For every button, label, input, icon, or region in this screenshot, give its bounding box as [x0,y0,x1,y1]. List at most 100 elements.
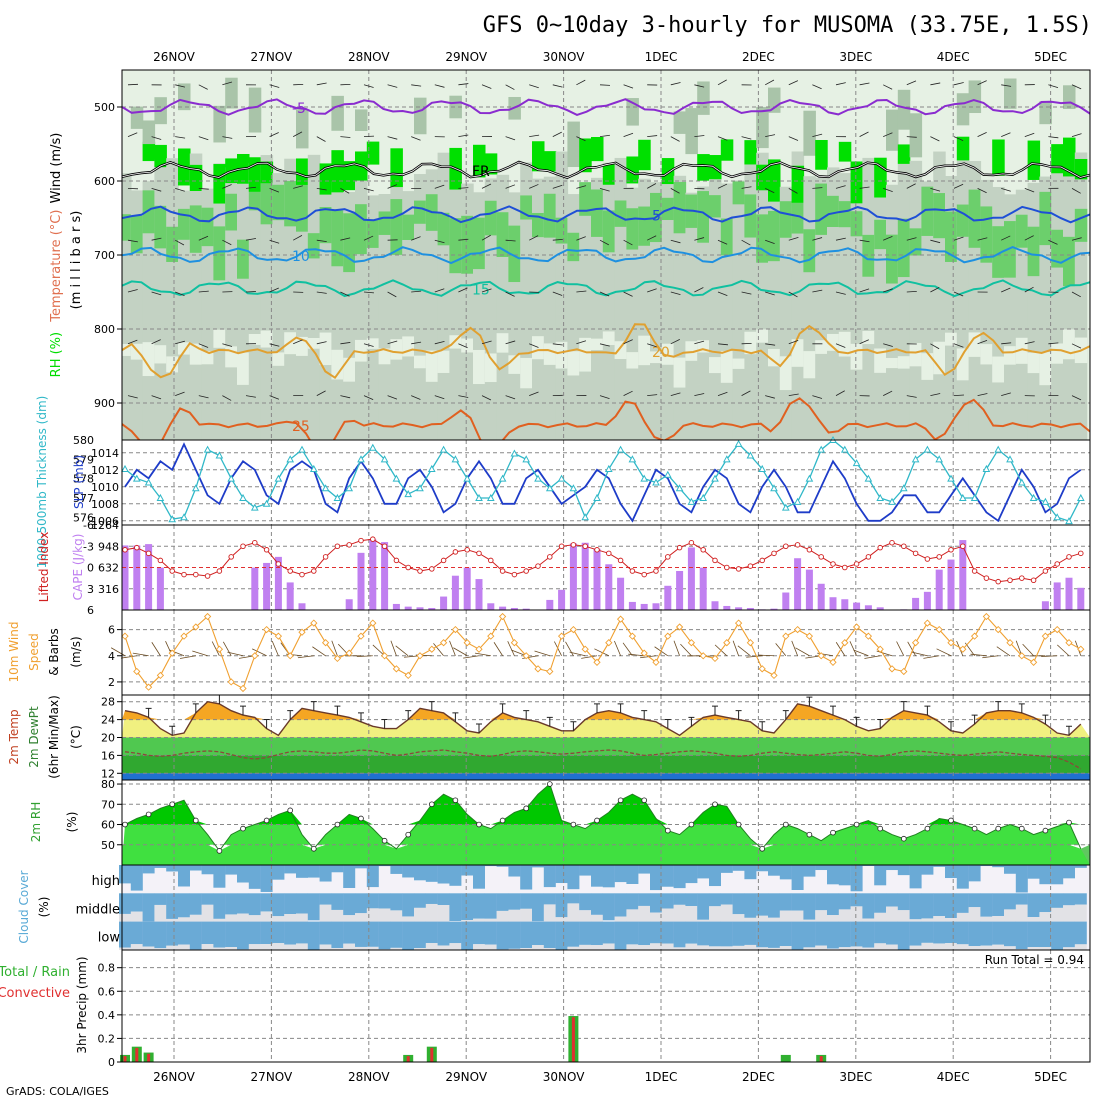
cloud-gap [473,944,485,950]
cape-bar [1054,582,1061,610]
rh-band [355,109,368,131]
rh-band [780,201,793,238]
lifted-index-point [689,540,694,545]
cloud-block [331,865,343,872]
rh-band [544,343,557,364]
lifted-index-point [831,562,836,567]
cloud-block [131,893,143,911]
cloud-block [402,922,414,950]
cape-tick-label: 632 [98,562,119,575]
cloud-block [650,922,662,944]
cape-bar [558,590,565,610]
tick-label: 4 [108,650,115,663]
cloud-block [461,865,473,876]
cloud-block [615,922,627,950]
cloud-gap [638,945,650,950]
lifted-index-point [548,555,553,560]
cloud-block [874,865,886,885]
cape-bar [605,564,612,610]
cloud-block [792,922,804,950]
tick-label: 2 [108,676,115,689]
lifted-index-point [217,569,222,574]
cloud-gap [178,917,190,921]
cloud-gap [520,909,532,922]
rh-band [815,140,828,170]
cloud-block [1028,893,1040,917]
rh-band [815,340,828,354]
cloud-block [697,922,709,946]
rh-point [500,818,505,823]
cloud-gap [355,947,367,950]
rh-band [237,352,250,384]
rh-point [783,822,788,827]
lifted-index-point [382,544,387,549]
tick-label: 16 [101,749,115,762]
cloud-gap [178,945,190,950]
rh-band [1016,215,1029,248]
rh-band [957,93,970,125]
cloud-gap [910,946,922,950]
cloud-gap [910,919,922,921]
cloud-block [426,865,438,882]
top-date-label: 30NOV [543,50,585,64]
rh-band [237,240,250,279]
cloud-block [910,865,922,888]
cloud-block [284,922,296,945]
lifted-index-point [335,544,340,549]
cloud-gap [851,906,863,921]
lifted-index-point [1031,578,1036,583]
lifted-index-point [323,555,328,560]
rh-band [685,108,698,154]
upper-air-ylabel: RH (%) Temperature (°C) Wind (m/s) [49,133,64,378]
lifted-index-point [312,569,317,574]
lifted-index-point [878,545,883,550]
cloud-gap [697,945,709,949]
cloud-gap [827,915,839,921]
cloud-block [839,922,851,948]
cloud-block [296,865,308,878]
lifted-index-point [736,567,741,572]
cloud-block [544,865,556,887]
cloud-block [685,893,697,906]
cloud-block [591,922,603,945]
cloud-gap [1016,905,1028,922]
rh-band [709,357,722,373]
cloud-gap [320,905,332,922]
lifted-index-point [854,562,859,567]
cloud-block [225,893,237,914]
cloud-block [390,922,402,948]
cloud-block [272,922,284,944]
rh-band [1028,141,1041,180]
rh-point [713,802,718,807]
cloud-gap [945,918,957,922]
rh-band [615,158,628,440]
rh-band [1039,192,1052,245]
cloud-block [119,922,131,948]
cloud-block [213,922,225,948]
cloud-block [414,865,426,880]
cloud-gap [261,911,273,921]
lifted-index-point [288,569,293,574]
rh-band [898,219,911,277]
cape-bar [582,543,589,610]
rh-point [547,782,552,787]
cloud-block [992,922,1004,945]
tick-label: 0.2 [98,1032,116,1045]
cloud-gap [343,915,355,921]
lifted-index-point [477,551,482,556]
lifted-index-point [618,558,623,563]
rh-band [815,184,828,235]
cloud-block [237,922,249,950]
cloud-gap [992,945,1004,950]
cloud-gap [567,947,579,950]
lifted-index-point [264,547,269,552]
cloud-block [591,893,603,915]
cloud-gap [886,945,898,950]
cloud-block [898,865,910,875]
rh-band [1051,169,1064,440]
precip-ylabel-total: Total / Rain [0,965,70,980]
cloud-gap [225,914,237,921]
cape-bar [924,592,931,610]
lifted-index-point [135,545,140,550]
cloud-block [166,865,178,871]
